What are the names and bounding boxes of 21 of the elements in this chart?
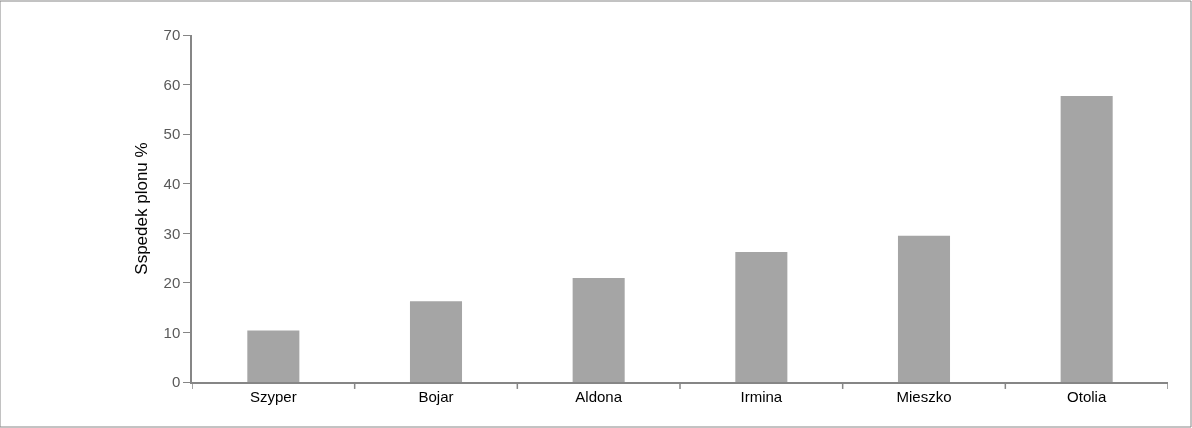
x-tick-label: Aldona — [575, 387, 623, 405]
y-tick-label: 0 — [171, 373, 181, 391]
y-tick-label: 30 — [163, 224, 181, 242]
y-tick-label: 50 — [163, 125, 181, 143]
y-tick-label: 10 — [163, 323, 181, 341]
y-axis-title: Sspedek plonu % — [131, 142, 151, 275]
bar — [897, 235, 951, 382]
bar — [409, 301, 463, 382]
y-tick-label: 20 — [163, 274, 181, 292]
bar — [247, 330, 300, 382]
x-tick-label: Mieszko — [896, 387, 952, 405]
y-tick-label: 60 — [163, 75, 181, 93]
x-tick-label: Otolia — [1067, 387, 1107, 405]
y-tick-label: 40 — [163, 174, 181, 192]
bar — [735, 252, 788, 382]
bar — [1060, 95, 1113, 382]
x-tick-label: Szyper — [249, 387, 297, 405]
x-tick-label: Bojar — [418, 387, 454, 405]
y-tick-label: 70 — [163, 26, 181, 44]
x-tick-label: Irmina — [740, 387, 783, 405]
bar — [572, 277, 625, 382]
